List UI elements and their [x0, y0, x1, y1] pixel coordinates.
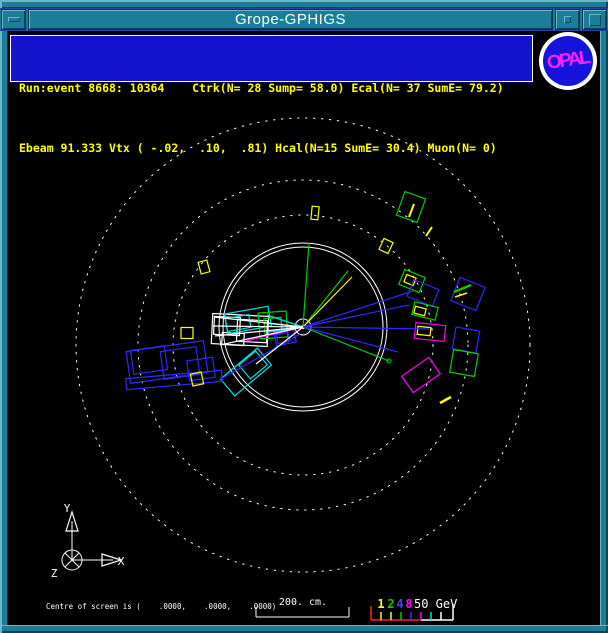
ecal-hit-blue [406, 278, 440, 308]
legend-energy-50gev: 50 GeV [414, 597, 457, 611]
event-info-line1: Run:event 8668: 10364 Ctrk(N= 28 Sump= 5… [19, 81, 504, 95]
maximize-button[interactable] [583, 10, 606, 29]
z-axis-spoke [64, 552, 80, 568]
window-frame-right[interactable] [600, 31, 608, 625]
track-white [212, 325, 304, 328]
hcal-cluster-blue [159, 345, 201, 381]
z-axis-label: Z [51, 567, 58, 580]
track-end-dot [386, 358, 392, 364]
ecal-hit-green [411, 301, 439, 321]
minimize-icon [564, 16, 571, 23]
ecal-circle [172, 214, 434, 476]
hcal-circle [137, 179, 469, 511]
legend-energy-4: 4 [396, 597, 403, 611]
hit-yellow [310, 205, 320, 221]
track-blue [302, 304, 410, 328]
track-green [302, 326, 390, 362]
hit-yellow [378, 237, 394, 255]
ecal-hit-magenta [413, 321, 447, 343]
ecal-hit-yellow [416, 325, 432, 337]
window-frame-left[interactable] [0, 31, 8, 625]
event-info-line2: Ebeam 91.333 Vtx ( -.02, .10, .81) Hcal(… [19, 141, 497, 155]
legend-energy-8: 8 [405, 597, 412, 611]
titlebar[interactable]: Grope-GPHIGS [0, 8, 608, 31]
hcal-hit-blue [450, 276, 486, 312]
ecal-hit-cyan [219, 347, 273, 397]
hcal-cluster-blue [129, 345, 169, 375]
track-yellow [302, 276, 353, 328]
maximize-icon [588, 13, 601, 26]
hcal-hit-green [448, 348, 480, 378]
opal-logo: OPAL [539, 32, 597, 90]
track-blue [302, 326, 399, 353]
display-area: 200. cm. 1 2 4 8 50 GeV Y X Z Run:event 8668: 10… [8, 31, 600, 625]
track-green [302, 242, 310, 328]
track-white [255, 326, 304, 365]
track-white [219, 326, 304, 346]
y-axis-arrowhead [65, 510, 79, 532]
track-white [213, 316, 304, 328]
ecal-hit-magenta [400, 356, 442, 394]
window-frame-top[interactable] [0, 0, 608, 8]
window-menu-button[interactable] [2, 10, 25, 29]
hcal-hit-blue [451, 326, 481, 354]
energy-tick-yellow [425, 226, 433, 237]
centre-of-screen-status: Centre of screen is ( .0000, .0000, .000… [46, 602, 277, 611]
ecal-hit-cyan [237, 350, 269, 380]
event-info-panel: Run:event 8668: 10364 Ctrk(N= 28 Sump= 5… [9, 34, 534, 155]
energy-bar-green [453, 283, 472, 294]
window-title[interactable]: Grope-GPHIGS [29, 10, 552, 29]
hit-yellow [180, 326, 194, 340]
energy-bar-yellow [454, 292, 468, 298]
track-blue [302, 290, 414, 328]
ecal-hit-green [398, 268, 426, 294]
opal-logo-disc: OPAL [543, 36, 593, 86]
hcal-cluster-blue [125, 369, 223, 391]
track-blue [218, 333, 301, 381]
jet-chamber-inner-circle [222, 246, 384, 408]
ecal-hit-yellow [403, 273, 417, 287]
y-axis-label: Y [64, 502, 71, 515]
hit-yellow [189, 371, 205, 387]
track-cyan [266, 314, 304, 328]
track-white [214, 326, 304, 337]
ecal-hit-yellow [413, 305, 427, 317]
legend-energy-2: 2 [387, 597, 394, 611]
ecal-hit-green [395, 190, 427, 224]
window-menu-icon [7, 17, 20, 22]
track-green [302, 270, 349, 328]
energy-tick-yellow [439, 395, 452, 405]
legend-energy-1: 1 [377, 597, 384, 611]
hit-yellow [197, 259, 211, 275]
muon-chamber-circle [75, 117, 531, 573]
scale-label: 200. cm. [279, 597, 327, 608]
window-frame-bottom[interactable] [0, 625, 608, 633]
track-blue [302, 326, 430, 330]
jet-chamber-outer-circle [218, 242, 388, 412]
opal-logo-text: OPAL [545, 47, 590, 74]
minimize-button[interactable] [556, 10, 579, 29]
energy-bar-yellow [408, 203, 415, 218]
event-display-canvas[interactable]: 200. cm. 1 2 4 8 50 GeV Y X Z [8, 31, 600, 625]
x-axis-label: X [118, 555, 125, 568]
x-axis-arrowhead [101, 553, 123, 567]
